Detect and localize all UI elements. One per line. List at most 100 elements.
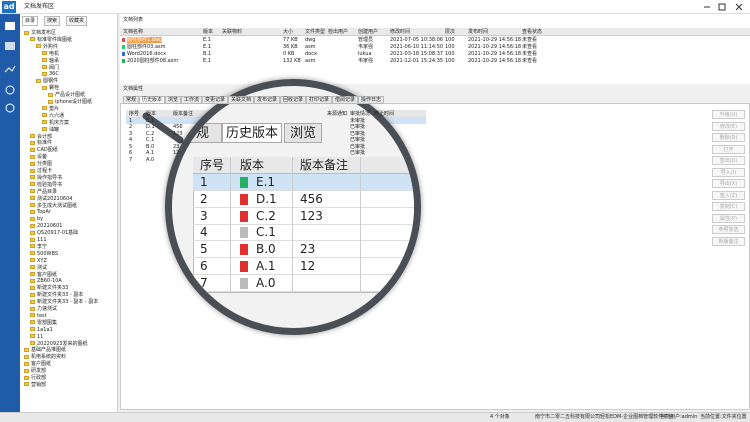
cell[interactable]: 2021-03-18 15:08:37 [390,51,444,57]
tree-tab[interactable]: 目录 [22,16,39,26]
tree-item[interactable]: 营销部 [31,381,47,388]
tree-item[interactable]: 行政部 [31,375,47,381]
zoomed-cell[interactable]: 7 [200,275,208,290]
zoomed-cell[interactable]: 12 [300,259,316,273]
cell[interactable]: E.1 [146,117,154,124]
tree-item[interactable]: 测试 [37,264,48,271]
tree-item[interactable]: 基础产品堆图纸 [31,347,67,354]
property-tab[interactable]: 浏览 [165,96,182,104]
zoomed-cell[interactable]: 23 [300,242,316,257]
cell[interactable]: 2021-10-29 14:56:18 [468,37,522,43]
zoomed-tab[interactable]: 浏览 [284,123,322,143]
cell[interactable]: docx [305,51,317,57]
tree-item[interactable]: 外购件 [43,43,59,50]
action-button[interactable]: 删除(D) [712,133,745,142]
tree-item[interactable]: 螺栓 [49,85,60,92]
tree-item[interactable]: by [37,216,44,223]
property-tab[interactable]: 关联文档 [228,96,255,104]
tree-item[interactable]: CAD图纸 [37,147,58,154]
action-button[interactable]: 新版备注 [712,236,745,246]
cell[interactable]: lukua [358,51,372,57]
cell[interactable]: 23 [173,143,180,150]
tree-item[interactable]: 分类图 [37,161,53,168]
tree-item[interactable]: 标准件 [37,140,53,147]
property-tab[interactable]: 历史版本 [139,96,166,104]
tree-item[interactable]: 标准零件库图纸 [37,36,73,43]
tree-item[interactable]: 阀门 [49,64,60,71]
property-tab[interactable]: 常规 [123,96,140,104]
cell[interactable]: 未查看 [522,58,538,64]
cell[interactable]: 已审批 [350,137,366,143]
side-nav-icons[interactable] [3,20,17,120]
tree-item[interactable]: 500WBS [37,250,59,257]
cell[interactable]: 2020圆柱部件08.asm [127,58,179,64]
zoomed-cell[interactable]: C.1 [256,225,276,240]
property-tab[interactable]: 打印记录 [306,96,333,104]
tree-item[interactable]: 20210601 [37,223,63,230]
cell[interactable]: 2021-07-05 10:38:06 [390,37,444,43]
action-button[interactable]: 签入(Z) [712,190,745,200]
action-button[interactable]: 属性(P) [712,213,745,223]
property-tab[interactable]: 变更记录 [202,96,229,104]
tree-item[interactable]: 36C [49,71,59,78]
cell[interactable]: 2021-10-29 14:56:18 [468,58,522,64]
cell[interactable]: 132 KB [283,58,301,64]
tree-tab[interactable]: 搜索 [44,16,61,26]
action-button[interactable]: 导出(X) [712,179,745,188]
cell[interactable]: asm [305,58,316,64]
cell[interactable]: 4 [129,137,133,143]
action-button[interactable]: 修改(E) [712,121,745,131]
cell[interactable]: B.0 [146,143,155,150]
tree-item[interactable]: 多生成大测试图纸 [37,202,78,209]
cell[interactable]: 77 KB [283,37,298,43]
zoomed-cell[interactable]: E.1 [256,175,276,189]
tree-tab[interactable]: 收藏夹 [66,16,88,26]
cell[interactable]: 36 KB [283,44,298,50]
action-button[interactable]: 打开 [712,144,745,154]
zoomed-cell[interactable]: A.0 [256,275,276,290]
tree-item[interactable]: 机电系统的资料 [31,354,67,361]
cell[interactable]: 韦家强 [358,58,374,64]
property-tab[interactable]: 工作流 [181,96,203,104]
cell[interactable]: B.1 [203,51,212,57]
tree-item[interactable]: 文档发布区 [31,30,57,36]
side-nav[interactable] [0,14,20,412]
tree-item[interactable]: 力速测试 [37,306,58,312]
tree-item[interactable]: TopAr [37,209,51,216]
cell[interactable]: C.1 [146,137,155,143]
cell[interactable]: 2021-10-29 14:56:18 [468,51,522,57]
tree-item[interactable]: 11 [37,333,44,340]
cell[interactable]: 100 [445,51,455,57]
zoomed-cell[interactable]: A.1 [256,259,276,273]
tree-item[interactable]: 油罐 [49,126,60,133]
zoomed-cell[interactable]: 2 [200,191,208,206]
zoomed-cell[interactable]: D.1 [256,191,277,206]
cell[interactable]: 3 [129,130,133,137]
tree-item[interactable]: ZB60-10A [37,278,62,285]
cell[interactable]: 12 [173,150,180,156]
tree-item[interactable]: 李宁 [37,243,48,250]
property-tab[interactable]: 回收记录 [280,96,307,104]
cell[interactable]: A.1 [146,150,155,156]
zoomed-cell[interactable]: B.0 [256,242,276,257]
window-controls[interactable] [700,2,748,12]
tree-item[interactable]: 客户图纸 [37,271,58,278]
tree-item[interactable]: 六六通 [49,112,65,119]
cell[interactable]: 已审批 [350,124,366,130]
cell[interactable]: 已审批 [350,150,366,156]
cell[interactable]: 6 [129,150,133,156]
cell[interactable]: D.1 [146,124,155,130]
cell[interactable]: 5 [129,143,133,150]
cell[interactable]: 100 [445,44,455,50]
tree-item[interactable]: 1a1a1 [37,326,53,333]
tree-item[interactable]: 研发部 [31,368,47,375]
cell[interactable]: C.2 [146,130,155,137]
zoomed-cell[interactable]: 1 [200,175,208,189]
cell[interactable]: 0 KB [283,51,295,57]
tree-item[interactable]: 客户图纸 [31,361,52,368]
cell[interactable]: 圆柱部件03.asm [127,44,166,50]
cell[interactable]: 123 [173,130,183,137]
zoomed-tab[interactable]: 历史版本 [222,123,282,143]
tree-item[interactable]: 检验指导书 [37,181,63,188]
property-tab[interactable]: 操作日志 [358,96,385,104]
